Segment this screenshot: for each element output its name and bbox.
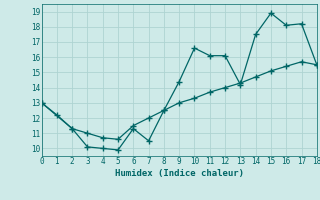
X-axis label: Humidex (Indice chaleur): Humidex (Indice chaleur) bbox=[115, 169, 244, 178]
